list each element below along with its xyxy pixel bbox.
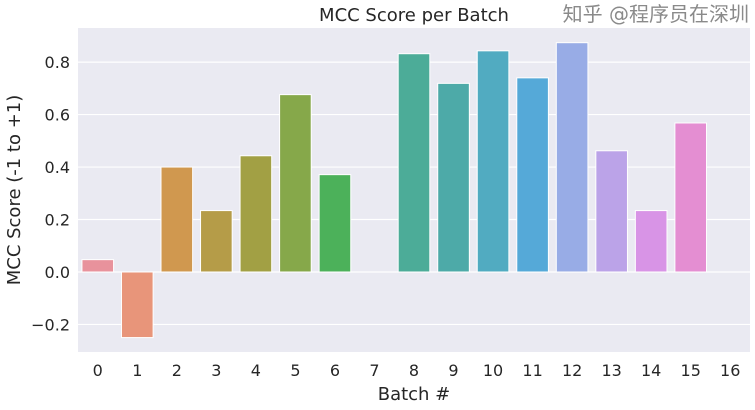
- x-tick-label: 12: [562, 361, 582, 380]
- x-tick-label: 5: [290, 361, 300, 380]
- x-tick-label: 16: [720, 361, 740, 380]
- y-tick-label: 0.6: [45, 106, 70, 125]
- bar-13: [595, 150, 628, 273]
- x-tick-label: 10: [483, 361, 503, 380]
- bar-12: [555, 42, 589, 273]
- x-tick-label: 0: [93, 361, 103, 380]
- x-tick-label: 2: [172, 361, 182, 380]
- x-tick-label: 13: [601, 361, 621, 380]
- x-tick-label: 14: [641, 361, 661, 380]
- y-tick-labels: −0.2 0.0 0.2 0.4 0.6 0.8: [31, 53, 70, 334]
- chart-title: MCC Score per Batch: [319, 5, 509, 26]
- x-tick-label: 9: [448, 361, 458, 380]
- bar-0: [81, 259, 115, 273]
- y-tick-label: −0.2: [31, 315, 70, 334]
- bar-9: [437, 82, 470, 273]
- watermark: 知乎 @程序员在深圳: [562, 2, 749, 26]
- y-tick-label: 0.0: [45, 263, 70, 282]
- x-tick-label: 6: [330, 361, 340, 380]
- bars: [81, 42, 708, 339]
- bar-14: [634, 210, 668, 273]
- bar-3: [200, 210, 233, 273]
- x-tick-label: 11: [522, 361, 542, 380]
- bar-2: [160, 166, 194, 273]
- bar-8: [397, 53, 431, 273]
- y-tick-label: 0.8: [45, 53, 70, 72]
- bar-11: [516, 77, 549, 273]
- x-tick-label: 8: [409, 361, 419, 380]
- x-tick-labels: 0 1 2 3 4 5 6 7 8 9 10 11 12 13 14 15 16: [93, 361, 741, 380]
- y-axis-label: MCC Score (-1 to +1): [4, 95, 25, 286]
- y-tick-label: 0.2: [45, 211, 70, 230]
- y-tick-label: 0.4: [45, 158, 70, 177]
- x-tick-label: 7: [369, 361, 379, 380]
- bar-4: [239, 155, 273, 273]
- bar-1: [120, 271, 154, 339]
- x-tick-label: 3: [211, 361, 221, 380]
- bar-15: [674, 122, 708, 273]
- bar-10: [476, 50, 510, 273]
- x-axis-label: Batch #: [378, 384, 451, 405]
- x-tick-label: 4: [251, 361, 261, 380]
- x-tick-label: 1: [132, 361, 142, 380]
- bar-6: [318, 174, 352, 273]
- bar-5: [279, 94, 312, 273]
- x-tick-label: 15: [681, 361, 701, 380]
